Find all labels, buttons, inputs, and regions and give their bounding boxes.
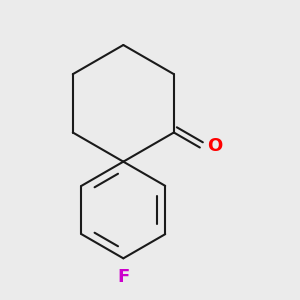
Text: F: F	[117, 268, 130, 286]
Text: O: O	[207, 137, 222, 155]
